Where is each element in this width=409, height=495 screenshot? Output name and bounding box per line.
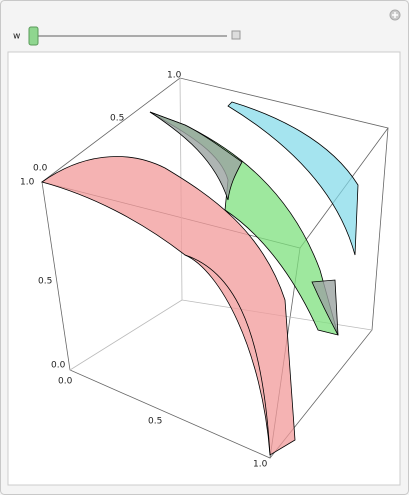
options-icon <box>392 12 398 18</box>
box-edges <box>41 77 389 459</box>
gray-surface <box>149 111 243 201</box>
slider-expand[interactable] <box>231 30 241 40</box>
axis-tick-label: 1.0 <box>167 71 182 81</box>
red-edge <box>184 254 271 456</box>
axis-tick-label: 0.0 <box>33 164 48 174</box>
plot-pane <box>7 51 401 486</box>
axis-tick-label: 1.0 <box>253 460 268 470</box>
axis-tick-label: 0.5 <box>38 277 52 287</box>
gray-surface <box>311 279 339 336</box>
control-label: w <box>13 32 20 42</box>
axis-tick-label: 0.5 <box>110 114 124 124</box>
axis-tick-label: 1.0 <box>20 178 35 188</box>
axis-tick-label: 0.5 <box>148 417 162 427</box>
axis-tick-label: 0.0 <box>58 377 73 387</box>
axis-tick-label: 0.0 <box>51 361 66 371</box>
cyan-surface <box>227 101 359 256</box>
slider-thumb[interactable] <box>28 26 39 46</box>
